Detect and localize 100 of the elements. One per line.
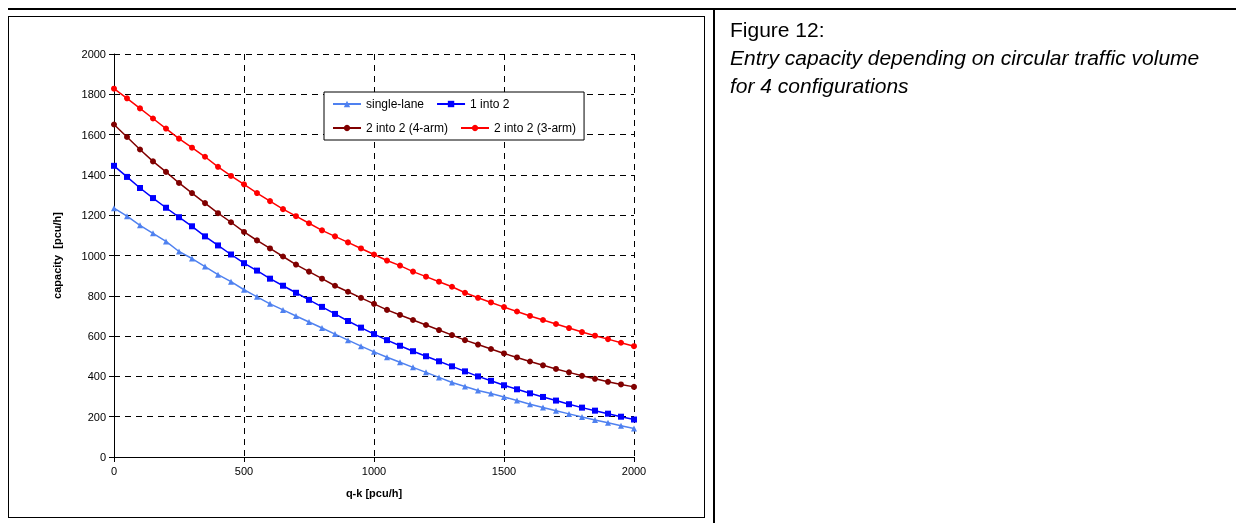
point	[241, 228, 247, 235]
point	[514, 386, 520, 393]
x-tick-label: 2000	[621, 464, 647, 477]
point	[267, 300, 273, 307]
point	[553, 407, 559, 414]
point	[618, 339, 624, 346]
point	[501, 382, 507, 389]
y-tick-label: 1800	[81, 88, 106, 101]
point	[462, 289, 468, 296]
point	[189, 144, 195, 151]
y-tick-label: 1400	[81, 168, 106, 181]
point	[436, 327, 442, 334]
point	[345, 337, 351, 344]
point	[397, 262, 403, 269]
point	[397, 311, 403, 318]
point	[241, 260, 247, 267]
point	[150, 115, 156, 122]
point	[189, 223, 195, 230]
point	[267, 245, 273, 252]
y-tick-label: 1000	[81, 249, 106, 262]
point	[462, 337, 468, 344]
point	[345, 239, 351, 246]
point	[280, 282, 286, 289]
point	[306, 268, 312, 275]
point	[319, 227, 325, 234]
point	[553, 365, 559, 372]
point	[579, 413, 585, 420]
point	[241, 286, 247, 293]
point	[449, 332, 455, 339]
point	[267, 275, 273, 282]
point	[371, 331, 377, 338]
point	[241, 181, 247, 188]
point	[176, 135, 182, 142]
point	[189, 190, 195, 197]
point	[280, 253, 286, 260]
point	[254, 190, 260, 197]
point	[111, 85, 117, 92]
point	[202, 200, 208, 207]
point	[449, 283, 455, 290]
point	[618, 381, 624, 388]
point	[631, 425, 637, 432]
point	[475, 341, 481, 348]
point	[488, 377, 494, 384]
legend-label: 2 into 2 (4-arm)	[366, 121, 449, 135]
point	[592, 375, 598, 382]
point	[501, 304, 507, 311]
point	[566, 401, 572, 408]
point	[371, 251, 377, 258]
point	[358, 343, 364, 350]
point	[150, 230, 156, 237]
point	[436, 358, 442, 365]
point	[124, 95, 130, 102]
point	[384, 337, 390, 344]
x-tick-label: 0	[110, 464, 118, 477]
point	[124, 134, 130, 141]
point	[293, 261, 299, 268]
point	[254, 267, 260, 274]
point	[592, 407, 598, 414]
point	[163, 125, 169, 132]
point	[605, 378, 611, 385]
point	[319, 303, 325, 310]
point	[345, 317, 351, 324]
point	[345, 288, 351, 295]
point	[397, 342, 403, 349]
x-tick-label: 500	[234, 464, 254, 477]
point	[423, 273, 429, 280]
point	[553, 321, 559, 328]
point	[163, 238, 169, 245]
point	[501, 393, 507, 400]
point	[384, 354, 390, 361]
point	[592, 332, 598, 339]
point	[137, 222, 143, 229]
y-tick-label: 1200	[81, 209, 106, 222]
point	[137, 146, 143, 153]
point	[163, 168, 169, 175]
point	[514, 354, 520, 361]
point	[631, 416, 637, 423]
point	[423, 353, 429, 360]
point	[111, 121, 117, 128]
point	[501, 350, 507, 357]
y-tick-label: 800	[87, 289, 106, 302]
point	[280, 206, 286, 213]
point	[163, 204, 169, 211]
point	[579, 372, 585, 379]
point	[527, 401, 533, 408]
point	[293, 289, 299, 296]
point	[566, 369, 572, 376]
point	[137, 185, 143, 191]
point	[527, 358, 533, 365]
point	[540, 316, 546, 323]
point	[579, 329, 585, 336]
point	[202, 153, 208, 160]
point	[202, 263, 208, 270]
point	[111, 162, 117, 169]
point	[319, 275, 325, 282]
point	[189, 255, 195, 262]
point	[475, 373, 481, 380]
point	[176, 214, 182, 221]
point	[124, 173, 130, 180]
point	[358, 324, 364, 331]
